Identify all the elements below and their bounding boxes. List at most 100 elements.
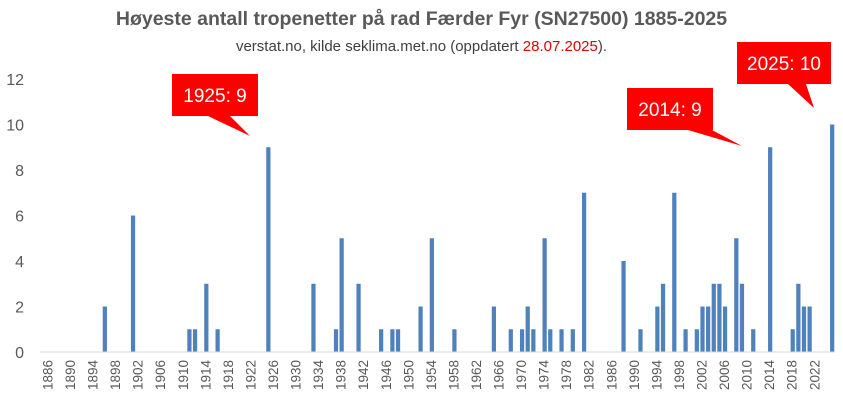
bar-1981: [581, 192, 587, 352]
callout-2014: 2014: 9: [627, 88, 742, 146]
bar-1952: [418, 306, 423, 352]
callout-box: [172, 74, 258, 116]
x-tick-label: 1986: [604, 360, 619, 390]
x-tick-label: 1966: [492, 360, 507, 390]
bar-1914: [204, 283, 209, 352]
bar-1937: [333, 329, 339, 352]
x-tick-label: 1894: [86, 360, 101, 391]
bar-1948: [395, 329, 401, 352]
bar-1995: [660, 283, 666, 352]
callout-pointer: [788, 84, 814, 108]
bar-1974: [542, 238, 547, 352]
x-tick-label: 1890: [63, 360, 78, 390]
bar-1938: [339, 238, 344, 352]
x-tick-label: 2014: [762, 360, 777, 391]
subtitle-end: ).: [597, 38, 608, 55]
bar-1997: [672, 192, 677, 352]
bar-2001: [694, 329, 699, 352]
bar-2018: [790, 329, 795, 352]
bar-1925: [266, 147, 271, 352]
bar-1947: [390, 329, 395, 352]
callout-label: 2014: 9: [638, 100, 701, 121]
x-tick-label: 1970: [514, 360, 529, 390]
bar-1916: [215, 329, 220, 352]
bar-1911: [187, 329, 192, 352]
bar-2004: [711, 283, 716, 352]
bar-1999: [683, 329, 688, 352]
bar-2009: [739, 283, 745, 352]
bar-2008: [734, 238, 739, 352]
x-tick-label: 1958: [446, 360, 461, 390]
y-tick-label: 12: [6, 72, 24, 89]
bar-1901: [130, 215, 136, 352]
bar-1988: [621, 261, 626, 352]
subtitle-source: verstat.no, kilde seklima.met.no (oppdat…: [235, 38, 523, 55]
x-tick-label: 1930: [289, 360, 304, 390]
callout-box: [737, 42, 831, 84]
bar-2020: [801, 306, 807, 352]
bar-1971: [525, 306, 530, 352]
x-tick-label: 1950: [401, 360, 416, 390]
y-tick-label: 6: [15, 209, 24, 226]
x-tick-label: 1934: [311, 360, 326, 391]
bar-1965: [491, 306, 496, 352]
x-tick-label: 2010: [740, 360, 755, 390]
x-tick-label: 1954: [424, 360, 439, 391]
x-tick-label: 1962: [469, 360, 484, 390]
bar-1979: [570, 329, 575, 352]
x-tick-label: 1994: [649, 360, 664, 391]
callout-label: 1925: 9: [183, 86, 246, 107]
y-tick-label: 2: [15, 300, 24, 317]
bar-2014: [768, 147, 773, 352]
callout-pointer: [688, 130, 742, 146]
x-tick-label: 1978: [559, 360, 574, 390]
x-tick-label: 2018: [785, 360, 800, 390]
y-axis-ticks: 0 2 4 6 8 10 12: [6, 72, 24, 362]
bars: [102, 124, 835, 352]
bar-1994: [655, 306, 660, 352]
x-tick-label: 1938: [334, 360, 349, 390]
callout-pointer: [208, 116, 250, 136]
x-tick-label: 1922: [243, 360, 258, 390]
x-tick-label: 2002: [695, 360, 710, 390]
subtitle-date: 28.07.2025: [522, 38, 598, 55]
callout-2025: 2025: 10: [737, 42, 831, 108]
callout-box: [627, 88, 713, 130]
bar-2003: [706, 306, 711, 352]
x-tick-label: 1946: [379, 360, 394, 390]
x-tick-label: 1990: [627, 360, 642, 390]
bar-1975: [548, 329, 553, 352]
x-tick-label: 1926: [266, 360, 281, 390]
bar-1933: [311, 283, 316, 352]
x-tick-label: 1910: [176, 360, 191, 390]
x-tick-label: 1974: [537, 360, 552, 391]
x-tick-label: 2006: [717, 360, 732, 390]
bar-1896: [102, 306, 107, 352]
x-tick-label: 1898: [108, 360, 123, 390]
x-tick-label: 1998: [672, 360, 687, 390]
x-tick-label: 1914: [198, 360, 213, 391]
bar-1991: [638, 329, 643, 352]
chart-title: Høyeste antall tropenetter på rad Færder…: [115, 8, 728, 30]
x-tick-label: 1886: [40, 360, 55, 390]
x-tick-label: 2022: [807, 360, 822, 390]
y-tick-label: 10: [6, 118, 24, 135]
x-tick-label: 1918: [221, 360, 236, 390]
x-tick-label: 1906: [153, 360, 168, 390]
bar-2006: [722, 306, 728, 352]
chart-subtitle: verstat.no, kilde seklima.met.no (oppdat…: [0, 38, 843, 55]
callout-label: 2025: 10: [747, 54, 821, 75]
bar-2011: [751, 329, 756, 352]
bar-2005: [717, 283, 722, 352]
y-tick-label: 4: [15, 254, 24, 271]
bar-1968: [508, 329, 513, 352]
callout-1925: 1925: 9: [172, 74, 258, 136]
x-tick-label: 1902: [131, 360, 146, 390]
bar-1954: [429, 238, 434, 352]
bar-2025: [830, 124, 835, 352]
bar-1970: [519, 329, 525, 352]
bar-2002: [700, 306, 705, 352]
bar-1977: [559, 329, 564, 352]
callouts: 1925: 9 2014: 9 2025: 10: [172, 42, 831, 146]
